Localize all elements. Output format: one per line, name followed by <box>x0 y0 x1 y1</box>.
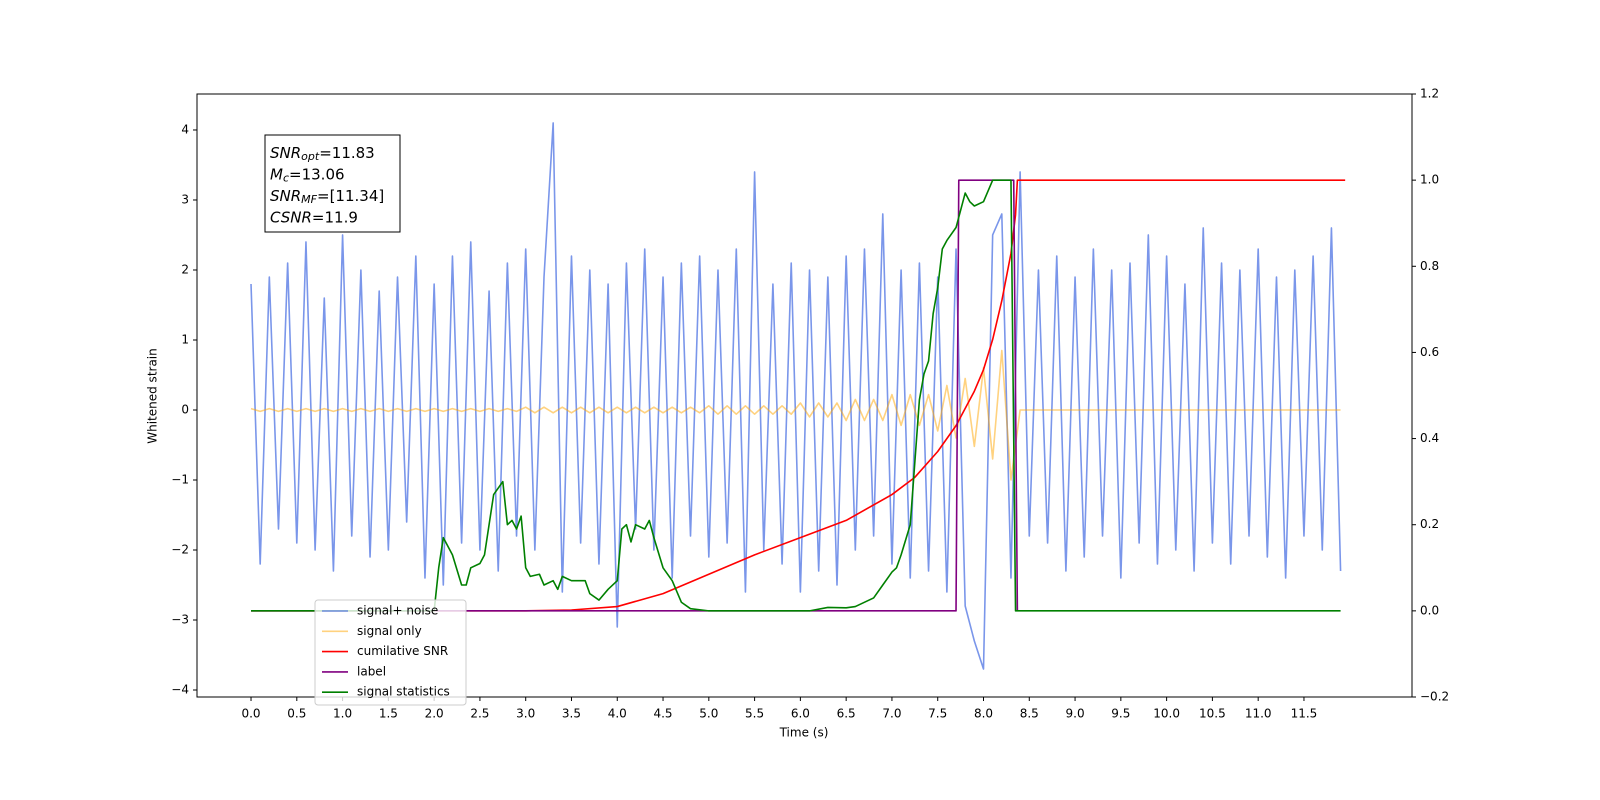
x-tick-label: 5.0 <box>699 707 718 721</box>
annotation-subscript: opt <box>301 150 320 163</box>
x-tick-label: 6.0 <box>791 707 810 721</box>
annotation-symbol: CSNR <box>270 208 312 226</box>
y-tick-label: −4 <box>171 682 189 696</box>
y2-tick-label: 0.6 <box>1420 345 1439 359</box>
series-line <box>251 179 1341 612</box>
annotation-symbol: SNR <box>270 144 301 162</box>
legend-label: signal+ noise <box>357 604 438 618</box>
plot-frame <box>196 93 1413 698</box>
annotation-symbol: M <box>270 165 283 183</box>
x-tick-label: 9.5 <box>1111 707 1130 721</box>
annotation-line: SNRMF=[11.34] <box>270 187 384 207</box>
x-tick-label: 2.0 <box>425 707 444 721</box>
y-tick-label: 3 <box>181 192 189 206</box>
legend-box <box>314 599 467 706</box>
series-line <box>250 122 1342 670</box>
x-tick-label: 8.0 <box>974 707 993 721</box>
x-tick-label: 7.0 <box>882 707 901 721</box>
x-axis-label: Time (s) <box>779 726 829 740</box>
annotation-value: =11.9 <box>312 208 358 226</box>
legend-label: signal only <box>357 624 422 638</box>
y-tick-label: −2 <box>171 542 189 556</box>
y-tick-label: −3 <box>171 612 189 626</box>
x-tick-label: 10.0 <box>1153 707 1180 721</box>
annotation-value: =[11.34] <box>317 187 384 205</box>
y2-tick-label: 0.8 <box>1420 259 1439 273</box>
y2-tick-label: −0.2 <box>1420 690 1449 704</box>
x-tick-label: 0.0 <box>241 707 260 721</box>
annotation-line: SNRopt=11.83 <box>270 144 375 164</box>
annotation-subscript: MF <box>301 193 317 206</box>
annotation-symbol: SNR <box>270 187 301 205</box>
legend-label: cumilative SNR <box>357 644 448 658</box>
y-tick-label: 4 <box>181 122 189 136</box>
x-tick-label: 1.0 <box>333 707 352 721</box>
x-tick-label: 4.5 <box>653 707 672 721</box>
x-tick-label: 3.0 <box>516 707 535 721</box>
y-tick-label: 2 <box>181 262 189 276</box>
legend-label: signal statistics <box>357 685 450 699</box>
annotation-line: Mc=13.06 <box>270 165 345 185</box>
y2-tick-label: 0.0 <box>1420 603 1439 617</box>
x-tick-label: 0.5 <box>287 707 306 721</box>
annotation-line: CSNR=11.9 <box>270 208 358 226</box>
x-tick-label: 4.0 <box>608 707 627 721</box>
x-tick-label: 5.5 <box>745 707 764 721</box>
y2-tick-label: 0.2 <box>1420 517 1439 531</box>
y-tick-label: −1 <box>171 472 189 486</box>
x-tick-label: 10.5 <box>1199 707 1226 721</box>
x-tick-label: 11.5 <box>1291 707 1318 721</box>
x-tick-label: 11.0 <box>1245 707 1272 721</box>
y-tick-label: 1 <box>181 332 189 346</box>
x-tick-label: 6.5 <box>837 707 856 721</box>
y2-tick-label: 1.0 <box>1420 173 1439 187</box>
y-tick-label: 0 <box>181 402 189 416</box>
legend-label: label <box>357 664 386 678</box>
x-tick-label: 3.5 <box>562 707 581 721</box>
x-tick-label: 7.5 <box>928 707 947 721</box>
y-axis-label: Whitened strain <box>146 348 160 444</box>
annotation-box <box>264 134 401 233</box>
series-line <box>251 179 1346 612</box>
x-tick-label: 2.5 <box>470 707 489 721</box>
series-line <box>250 349 1341 481</box>
y2-tick-label: 0.4 <box>1420 431 1439 445</box>
y2-tick-label: 1.2 <box>1420 87 1439 101</box>
x-tick-label: 8.5 <box>1020 707 1039 721</box>
annotation-value: =11.83 <box>319 144 375 162</box>
x-tick-label: 1.5 <box>379 707 398 721</box>
series-line <box>251 179 1019 612</box>
annotation-value: =13.06 <box>289 165 345 183</box>
annotation-subscript: c <box>283 172 289 185</box>
x-tick-label: 9.0 <box>1066 707 1085 721</box>
